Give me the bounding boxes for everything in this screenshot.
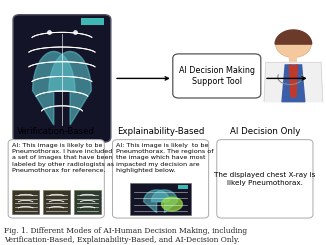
Polygon shape (275, 30, 312, 44)
Text: Explainability-Based: Explainability-Based (117, 127, 204, 136)
Bar (74, 190, 101, 214)
Bar (12, 190, 39, 214)
Bar (43, 190, 70, 214)
Text: Verification-Based, Explainability-Based, and AI-Decision Only.: Verification-Based, Explainability-Based… (4, 236, 240, 244)
Bar (289, 56, 297, 62)
Text: Fig. 1. Different Modes of AI-Human Decision Making, including: Fig. 1. Different Modes of AI-Human Deci… (4, 227, 247, 235)
Polygon shape (33, 51, 75, 125)
Polygon shape (143, 190, 170, 213)
Polygon shape (282, 65, 305, 102)
Circle shape (275, 31, 311, 58)
Text: AI Decision Only: AI Decision Only (230, 127, 300, 136)
Text: Verification-Based: Verification-Based (17, 127, 95, 136)
Bar (74, 190, 101, 214)
Polygon shape (289, 65, 297, 97)
Text: AI Decision Making
Support Tool: AI Decision Making Support Tool (179, 66, 255, 86)
Bar (12, 190, 39, 214)
Polygon shape (151, 190, 177, 213)
Bar (130, 183, 191, 215)
Text: The displayed chest X-ray is
likely Pneumothorax.: The displayed chest X-ray is likely Pneu… (214, 172, 316, 186)
Polygon shape (162, 197, 183, 211)
Polygon shape (264, 62, 323, 102)
FancyBboxPatch shape (217, 140, 313, 218)
Polygon shape (49, 51, 91, 125)
Text: AI: This image is likely to be
Pneumothorax. I have included
a set of images tha: AI: This image is likely to be Pneumotho… (12, 143, 114, 173)
Bar (43, 190, 70, 214)
FancyBboxPatch shape (173, 54, 261, 98)
FancyBboxPatch shape (112, 140, 209, 218)
Bar (178, 185, 188, 189)
Text: AI: This image is likely  to be
Pneumothorax. The regions of
the image which hav: AI: This image is likely to be Pneumotho… (116, 143, 214, 173)
FancyBboxPatch shape (8, 140, 104, 218)
Bar (82, 18, 104, 24)
FancyBboxPatch shape (13, 15, 111, 142)
